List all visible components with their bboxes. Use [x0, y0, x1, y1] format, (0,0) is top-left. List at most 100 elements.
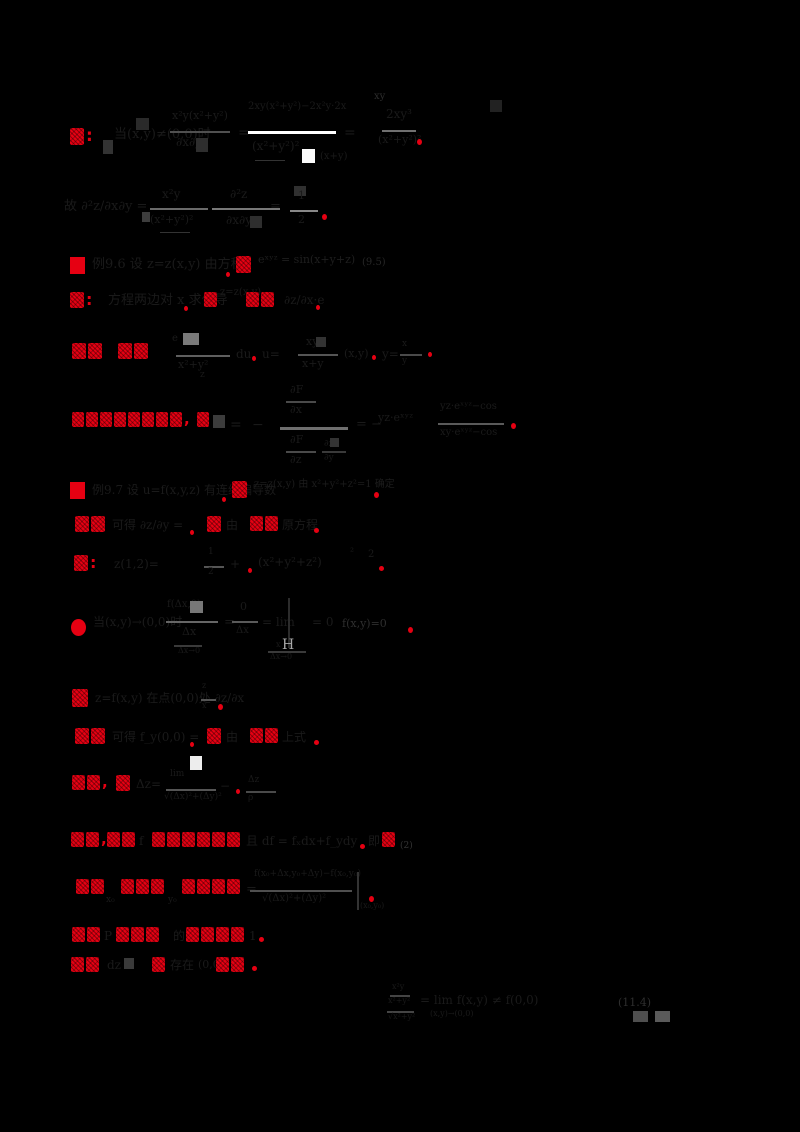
bot-sub: (x,y)→(0,0)	[430, 1009, 474, 1018]
imp-box	[213, 415, 225, 428]
ex1-you	[236, 256, 253, 273]
con3-label3	[186, 927, 246, 942]
red-cjk-char	[91, 516, 105, 532]
red-cjk-char	[186, 927, 199, 942]
m2-xy: (x,y)	[344, 347, 369, 360]
tl3-label: ,	[72, 775, 108, 790]
sol1-frac1-num: x²y(x²+y²)	[172, 109, 228, 122]
con2-sub2: y₀	[168, 895, 177, 905]
m2-y: y=	[382, 347, 399, 361]
tl2-label	[75, 728, 107, 744]
tl1-text3: 原方程	[282, 518, 319, 532]
bot-frac-l3: √x²+y²	[388, 1012, 416, 1021]
tl3-frac2-bar	[246, 791, 276, 793]
lim-frac1-subbar	[174, 645, 202, 647]
row2-fracC-topbox	[294, 186, 306, 196]
sol1-frac2-num: 2xy(x²+y²)−2x²y·2x	[248, 101, 347, 112]
red-cjk-char	[227, 879, 240, 894]
con2-eq: =	[246, 883, 257, 896]
ex2-comma	[222, 497, 226, 502]
imp-sub-num: ∂z	[324, 439, 334, 449]
lim-frac2-num: 0	[240, 600, 247, 613]
red-cjk-char	[75, 728, 89, 744]
imp-de	[197, 412, 211, 427]
row2-fracA-num: x²y	[162, 187, 181, 201]
red-cjk-char	[75, 516, 89, 532]
con2-evalsub: (x₀,y₀)	[360, 901, 385, 910]
sol1-frac2-subbar	[255, 160, 285, 161]
imp-frac2-bar	[438, 423, 504, 425]
gu-frac-bar	[204, 566, 224, 568]
row2-fracA-den: (x²+y²)²	[150, 213, 194, 226]
sol2-sup: z=z(x,y)	[220, 287, 262, 298]
imp-frac2-den: xy·eˣʸᶻ−cos	[440, 427, 498, 438]
red-cjk-char	[170, 412, 182, 427]
imp-top-bar	[286, 401, 316, 403]
row2-lead: 故 ∂²z/∂x∂y =	[64, 199, 148, 214]
m2-frac2-den: x+y	[302, 357, 324, 370]
red-cjk-char	[182, 832, 195, 847]
row2-fracB-bar	[212, 208, 280, 210]
con1-gu	[382, 832, 397, 847]
imp-top-den: ∂x	[290, 403, 302, 416]
tl3-frac2-num: Δz	[248, 775, 260, 785]
gu-period	[379, 566, 384, 571]
m2-label2	[118, 343, 150, 359]
red-cjk-char	[152, 957, 165, 972]
ex2-eqn: z=z(x,y) 由 x²+y²+z²=1 确定	[254, 479, 395, 490]
gu-plus: +	[230, 557, 241, 571]
tl1-period	[314, 528, 319, 533]
red-cjk-char	[212, 879, 225, 894]
red-cjk-char	[156, 412, 168, 427]
con1-label1: ,	[71, 832, 137, 847]
lim-H: H	[282, 637, 295, 653]
bot-frac-bar1	[390, 995, 410, 997]
tl3-dz: Δz=	[136, 777, 162, 791]
sol1-eq2: =	[344, 125, 356, 141]
red-cjk-char	[232, 481, 247, 498]
red-cjk-char	[216, 927, 229, 942]
row2-fracB-box	[250, 216, 262, 228]
imp-sub-bar	[322, 451, 346, 453]
row2-fracC-num: 1	[298, 189, 305, 202]
tl3-frac-den: √(Δx)²+(Δy)²	[164, 792, 222, 802]
con3-label1	[72, 927, 102, 942]
red-cjk-char	[76, 879, 89, 894]
red-cjk-char	[204, 292, 217, 307]
sol2-you	[204, 292, 219, 307]
sol1-period	[417, 139, 422, 145]
sol1-frac2-den: (x²+y²)²	[252, 139, 300, 153]
red-punct: ,	[101, 830, 107, 848]
tl3-comma	[236, 789, 240, 794]
you2-text: z=f(x,y) 在点(0,0)处 ∂z/∂x	[95, 691, 245, 705]
tl1-dairu	[250, 516, 280, 531]
imp-period	[511, 423, 516, 429]
bot-graybox2	[655, 1011, 670, 1022]
sol2-period	[316, 305, 320, 310]
red-cjk-char	[197, 879, 210, 894]
lim-frac1-bar	[166, 621, 218, 623]
con3-period	[259, 937, 264, 942]
m2-label1	[72, 343, 104, 359]
m2-frac3-den: y	[402, 356, 408, 366]
red-cjk-char	[70, 128, 84, 145]
gu-frac-num: 1	[208, 547, 214, 557]
con4-label1	[71, 957, 101, 972]
red-cjk-char	[197, 412, 209, 427]
ex1-stem: 例9.6 设 z=z(x,y) 由方程	[92, 257, 244, 272]
con2-sub1: x₀	[106, 895, 115, 905]
red-cjk-char	[227, 832, 240, 847]
lim-eq3: = 0	[312, 615, 334, 629]
m2-comma1	[252, 356, 256, 361]
imp-bot-num: ∂F	[290, 433, 304, 446]
red-cjk-char	[74, 555, 88, 571]
row2-tick	[142, 212, 150, 222]
imp-eq1: =	[230, 417, 242, 433]
con3-P: P	[104, 929, 113, 943]
imp-main-bar	[280, 427, 348, 430]
you2-frac-num: z	[202, 681, 207, 690]
con4-text1: 存在	[170, 958, 195, 972]
imp-bot-den: ∂z	[290, 453, 302, 466]
imp-sub-box	[330, 438, 339, 447]
red-cjk-char	[250, 516, 263, 531]
